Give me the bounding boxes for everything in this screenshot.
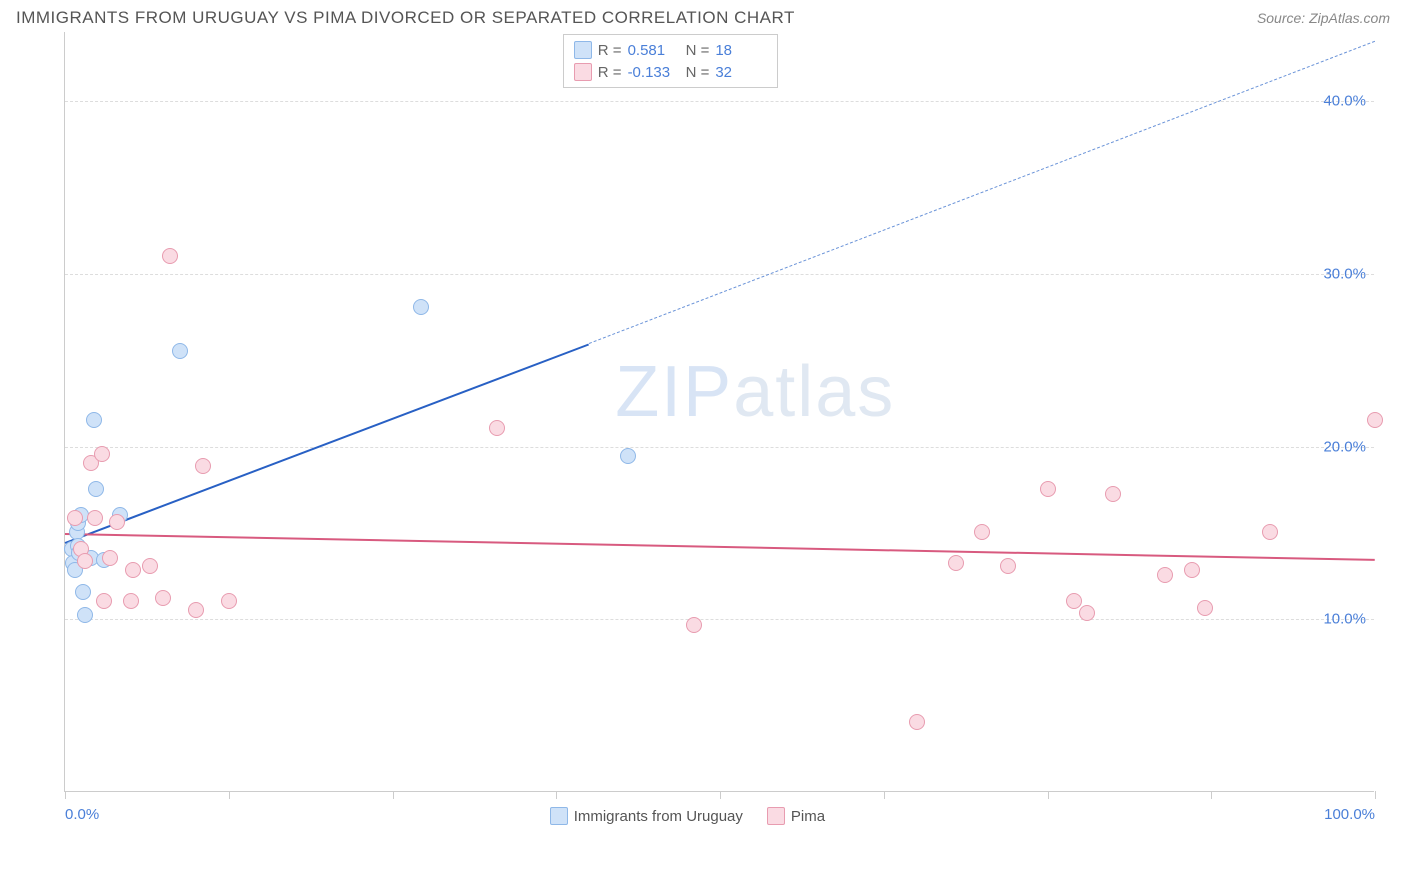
data-point	[221, 593, 237, 609]
stat-r-value: -0.133	[628, 64, 680, 81]
data-point	[87, 510, 103, 526]
legend: Immigrants from Uruguay Pima	[550, 807, 825, 825]
data-point	[1184, 562, 1200, 578]
data-point	[155, 590, 171, 606]
stat-label: N =	[686, 42, 710, 59]
data-point	[67, 510, 83, 526]
stats-box: R = 0.581 N = 18 R = -0.133 N = 32	[563, 34, 779, 88]
data-point	[1040, 481, 1056, 497]
legend-swatch	[550, 807, 568, 825]
data-point	[413, 299, 429, 315]
x-tick-label: 100.0%	[1324, 806, 1375, 823]
data-point	[489, 420, 505, 436]
data-point	[1000, 558, 1016, 574]
scatter-plot: 10.0%20.0%30.0%40.0%0.0%100.0%ZIPatlasR …	[64, 32, 1374, 792]
legend-swatch	[574, 63, 592, 81]
data-point	[142, 558, 158, 574]
stats-row: R = -0.133 N = 32	[574, 61, 768, 83]
chart-source: Source: ZipAtlas.com	[1257, 10, 1390, 26]
y-tick-label: 40.0%	[1323, 93, 1366, 110]
legend-swatch	[574, 41, 592, 59]
watermark: ZIPatlas	[615, 351, 895, 433]
data-point	[1157, 567, 1173, 583]
y-tick-label: 30.0%	[1323, 265, 1366, 282]
data-point	[77, 607, 93, 623]
data-point	[1197, 600, 1213, 616]
stat-label: N =	[686, 64, 710, 81]
data-point	[1066, 593, 1082, 609]
x-tick	[229, 791, 230, 799]
x-tick	[720, 791, 721, 799]
y-tick-label: 10.0%	[1323, 611, 1366, 628]
x-tick	[884, 791, 885, 799]
data-point	[86, 412, 102, 428]
stat-n-value: 32	[715, 64, 767, 81]
x-tick	[393, 791, 394, 799]
x-tick	[1211, 791, 1212, 799]
stat-n-value: 18	[715, 42, 767, 59]
x-tick	[65, 791, 66, 799]
data-point	[109, 514, 125, 530]
x-tick	[1375, 791, 1376, 799]
data-point	[162, 248, 178, 264]
data-point	[909, 714, 925, 730]
legend-swatch	[767, 807, 785, 825]
trend-line	[65, 533, 1375, 561]
legend-label: Immigrants from Uruguay	[574, 808, 743, 825]
x-tick-label: 0.0%	[65, 806, 99, 823]
data-point	[1367, 412, 1383, 428]
x-tick	[556, 791, 557, 799]
legend-label: Pima	[791, 808, 825, 825]
data-point	[188, 602, 204, 618]
x-tick	[1048, 791, 1049, 799]
data-point	[1105, 486, 1121, 502]
data-point	[974, 524, 990, 540]
stat-label: R =	[598, 42, 622, 59]
legend-item: Pima	[767, 807, 825, 825]
stat-label: R =	[598, 64, 622, 81]
data-point	[102, 550, 118, 566]
chart-header: IMMIGRANTS FROM URUGUAY VS PIMA DIVORCED…	[0, 0, 1406, 32]
data-point	[195, 458, 211, 474]
gridline	[65, 447, 1374, 448]
gridline	[65, 274, 1374, 275]
stats-row: R = 0.581 N = 18	[574, 39, 768, 61]
data-point	[620, 448, 636, 464]
data-point	[948, 555, 964, 571]
gridline	[65, 101, 1374, 102]
data-point	[94, 446, 110, 462]
data-point	[686, 617, 702, 633]
gridline	[65, 619, 1374, 620]
stat-r-value: 0.581	[628, 42, 680, 59]
chart-title: IMMIGRANTS FROM URUGUAY VS PIMA DIVORCED…	[16, 8, 795, 28]
trend-line	[65, 343, 590, 544]
y-tick-label: 20.0%	[1323, 438, 1366, 455]
legend-item: Immigrants from Uruguay	[550, 807, 743, 825]
data-point	[123, 593, 139, 609]
data-point	[1079, 605, 1095, 621]
data-point	[1262, 524, 1278, 540]
data-point	[88, 481, 104, 497]
data-point	[125, 562, 141, 578]
data-point	[77, 553, 93, 569]
data-point	[172, 343, 188, 359]
data-point	[75, 584, 91, 600]
data-point	[96, 593, 112, 609]
